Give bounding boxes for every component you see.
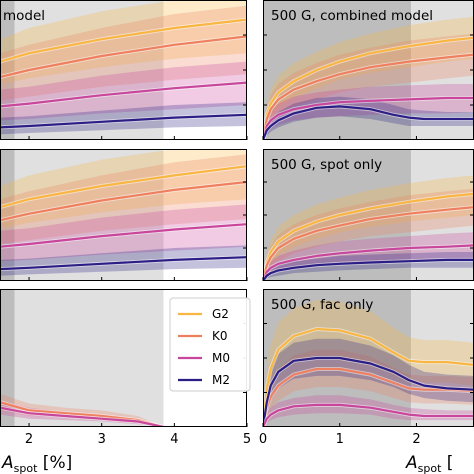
series-line-G2 [0,18,247,63]
panel-title: model [3,8,45,24]
panel-right-bot: 0 1 2 500 G, fac only [259,289,474,447]
x-axis-label-left: Aspot [%] [1,453,72,474]
panel-plot-area [0,0,247,140]
x-tick-label: 4 [170,432,178,447]
panel-title: 500 G, fac only [271,297,373,313]
series-line-G2 [263,36,474,140]
series-line-G2 [0,165,247,209]
series-line-M2 [263,258,474,281]
panel-title: 500 G, spot only [271,157,382,173]
series-line-K0 [0,35,247,79]
panel-left-top: model [0,0,248,140]
panel-left-bot: 2 3 4 5 [0,289,251,447]
series-line-M0 [263,96,474,140]
x-tick-label: 0 [259,432,267,447]
series-line-G2 [263,192,474,281]
background-band [14,289,164,427]
series-line-M0 [0,406,164,427]
series-line-K0 [0,180,247,222]
background-band [411,0,474,140]
series-band-M2 [0,102,247,135]
series-line-K0 [263,367,474,427]
legend-label-M0: M0 [212,351,230,365]
panel-plot-area [0,149,247,281]
series-line-M0 [0,223,247,248]
panels-layer: model 2 3 4 5 500 G, combined model 500 G, spo… [0,0,474,447]
panel-right-mid: 500 G, spot only [262,149,474,281]
series-line-G2 [263,327,474,427]
background-band [411,289,474,427]
panel-right-top: 500 G, combined model [262,0,474,140]
series-line-M2 [263,356,474,427]
x-tick-label: 5 [243,432,251,447]
x-tick-label: 3 [98,432,106,447]
series-line-K0 [263,53,474,140]
legend: G2 K0 M0 M2 [169,297,251,392]
panel-plot-area [263,289,474,427]
series-band-G2 [263,16,474,140]
panel-plot-area [0,289,247,427]
series-line-M0 [263,244,474,281]
series-line-M2 [0,256,247,271]
panel-plot-area [263,149,474,281]
series-band-M0 [0,61,247,121]
legend-box [169,297,251,392]
series-band-G2 [263,300,474,427]
series-line-K0 [263,206,474,281]
panel-left-mid [0,149,248,281]
series-line-M0 [263,403,474,427]
series-line-M2 [0,113,247,129]
series-band-M0 [263,232,474,281]
series-band-M2 [0,245,247,276]
x-axis-label-right: Aspot [ [405,453,453,474]
legend-label-K0: K0 [212,329,228,343]
x-tick-label: 2 [412,432,420,447]
x-tick-label: 1 [336,432,344,447]
panel-plot-area [263,0,474,140]
legend-label-G2: G2 [212,307,229,321]
background-band [14,149,164,281]
x-tick-label: 2 [25,432,33,447]
background-band [0,289,15,427]
x-axis-labels: Aspot [%] Aspot [ [1,453,453,474]
panel-title: 500 G, combined model [271,8,433,24]
legend-label-M2: M2 [212,373,230,387]
series-band-M2 [263,338,474,427]
series-line-M0 [0,81,247,108]
legend-items: G2 K0 M0 M2 [178,307,230,387]
series-line-M2 [263,105,474,140]
